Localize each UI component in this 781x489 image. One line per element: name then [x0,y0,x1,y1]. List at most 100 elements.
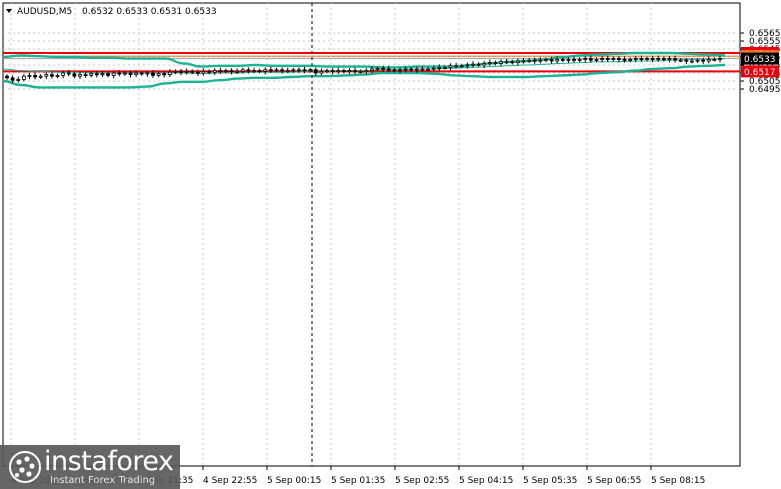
candle-body [622,59,627,61]
candle-body [207,71,212,73]
logo-subtitle: Instant Forex Trading [50,475,156,486]
candle-body [386,68,391,71]
candle-body [532,59,537,62]
candle-body [398,69,402,72]
candle-body [515,60,520,63]
candle-body [195,71,200,74]
candle-body [268,69,273,72]
candle-body [690,60,694,63]
level-tag-label: 0.6517 [744,68,776,78]
x-tick-label: 5 Sep 08:15 [651,476,705,486]
candle-body [134,72,139,75]
candle-body [448,65,453,68]
candle-body [370,68,374,71]
candle-body [358,71,363,73]
candle-body [555,59,560,62]
candle-body [471,63,475,66]
y-tick-label: 0.6495 [749,85,781,95]
candle-body [487,62,492,64]
candle-body [426,68,430,71]
candle-body [437,67,442,69]
candle-body [319,71,324,74]
plot-area [2,2,741,467]
y-tick-label: 0.6505 [749,77,781,87]
candle-body [308,69,313,72]
candle-body [50,74,54,77]
candle-body [476,63,481,66]
candle-body [544,59,548,61]
candle-body [521,60,526,63]
candle-body [224,70,228,72]
x-tick-label: 5 Sep 01:35 [331,476,385,486]
candle-body [111,72,116,76]
candle-body [414,68,419,71]
candle-body [336,70,341,72]
current-price-tag [741,52,779,65]
candle-body [701,59,706,62]
candle-body [504,61,509,64]
candle-body [639,58,644,60]
candle-body [572,59,576,61]
candle-body [645,58,649,60]
candle-body [167,71,172,75]
candle-body [252,70,256,72]
candle-body [549,59,554,62]
candle-body [212,70,217,73]
candle-body [420,68,425,71]
globe-dots-icon [9,451,41,483]
candle-body [21,75,26,80]
candle-body [83,74,88,76]
candle-body [156,73,161,76]
candle-body [600,58,605,60]
candle-body [459,65,464,68]
candle-body [61,72,66,76]
candle-body [218,70,223,72]
candle-body [235,71,240,73]
candle-body [375,67,380,70]
candle-body [27,75,32,77]
candle-body [712,59,717,61]
x-tick-label: 5 Sep 04:15 [459,476,513,486]
candle-body [280,69,284,72]
candle-body [628,59,633,61]
candle-body [33,75,37,78]
candle-body [718,58,722,60]
candle-body [5,75,9,79]
candle-body [510,61,515,64]
candle-body [443,67,447,69]
candle-body [291,69,296,72]
candle-body [431,67,436,70]
candle-body [588,58,593,61]
candle-body [72,73,77,77]
candle-body [392,69,397,72]
x-tick-label: 5 Sep 06:55 [587,476,641,486]
candle-body [145,72,150,75]
candle-body [66,72,71,75]
candle-body [257,70,262,72]
level-tag [741,65,779,78]
instaforex-logo: instaforex Instant Forex Trading [0,445,180,489]
candle-body [493,62,498,64]
candle-body [139,72,144,75]
candle-body [325,70,329,72]
candle-body [297,69,301,72]
candle-body [55,75,60,77]
dropdown-triangle-icon[interactable] [6,9,12,13]
candle-body [566,59,571,61]
candle-body [583,58,588,60]
candle-body [695,59,700,62]
x-tick-label: 5 Sep 00:15 [267,476,321,486]
candle-body [274,69,279,72]
candle-body [611,58,616,60]
candle-body [162,73,167,76]
current-price-label: 0.6533 [744,55,776,65]
candle-body [605,58,610,60]
candle-body [560,59,565,61]
candle-body [190,71,195,73]
candle-body [633,58,638,60]
candle-body [353,70,357,72]
candle-body [678,59,683,62]
candle-body [538,59,543,62]
